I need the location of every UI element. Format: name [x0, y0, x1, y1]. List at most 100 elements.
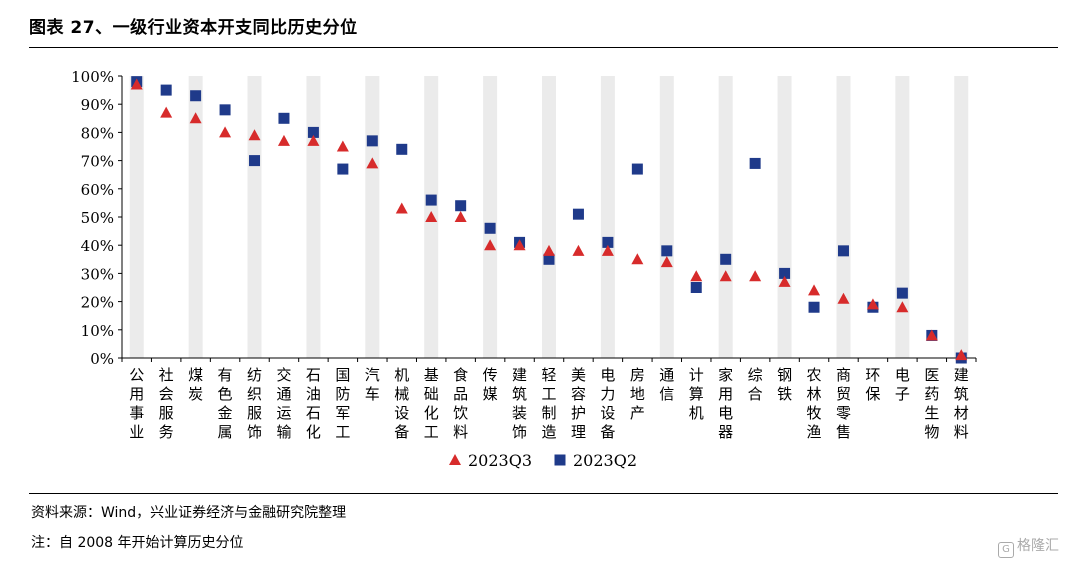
q3-point [248, 129, 261, 141]
q2-point [661, 245, 673, 257]
q2-point [543, 253, 555, 265]
grid-band [483, 76, 498, 358]
y-tick-label: 70% [81, 153, 114, 171]
q3-point [219, 126, 232, 138]
y-tick-label: 10% [81, 322, 114, 340]
q2-point [779, 267, 791, 279]
watermark-text: 格隆汇 [1017, 538, 1059, 554]
q3-point [719, 270, 732, 282]
y-tick-label: 40% [81, 237, 114, 255]
q3-point [690, 270, 703, 282]
y-tick-label: 50% [81, 209, 114, 227]
q3-point [130, 78, 143, 90]
y-tick-label: 20% [81, 294, 114, 312]
q2-point [808, 301, 820, 313]
grid-band [247, 76, 262, 358]
x-category-label: 建筑装饰 [512, 366, 527, 441]
q3-point [484, 239, 497, 251]
x-category-label: 汽车 [365, 366, 380, 403]
q2-point [219, 104, 231, 116]
figure-title: 图表 27、一级行业资本开支同比历史分位 [29, 18, 358, 38]
q3-point [189, 112, 202, 124]
q3-point [955, 349, 968, 361]
q3-point [572, 244, 585, 256]
grid-band [188, 76, 203, 358]
x-category-label: 钢铁 [777, 366, 792, 403]
q2-point [484, 222, 496, 234]
q2-point [249, 155, 261, 167]
y-tick-label: 30% [81, 265, 114, 283]
source-note: 资料来源：Wind，兴业证券经济与金融研究院整理 [31, 505, 347, 521]
grid-band [306, 76, 321, 358]
x-category-label: 电子 [895, 366, 910, 403]
x-category-label: 家用电器 [718, 366, 733, 441]
legend-label: 2023Q3 [468, 451, 532, 470]
legend-label: 2023Q2 [573, 451, 637, 470]
q3-point [454, 211, 467, 222]
q3-point [160, 106, 173, 118]
q2-point [278, 112, 290, 124]
x-category-label: 轻工制造 [541, 366, 556, 441]
x-category-label: 商贸零售 [836, 366, 851, 441]
q2-point [190, 90, 202, 102]
y-tick-label: 0% [90, 350, 114, 368]
x-category-label: 纺织服饰 [247, 366, 262, 441]
x-category-label: 石油石化 [306, 366, 321, 441]
q3-point [277, 134, 290, 146]
q3-point [425, 211, 438, 222]
x-category-label: 基础化工 [424, 366, 439, 441]
x-category-label: 有色金属 [218, 366, 233, 441]
q2-point [720, 253, 732, 265]
x-category-label: 传媒 [483, 366, 498, 403]
x-category-label: 计算机 [689, 366, 704, 422]
q2-point [690, 282, 702, 293]
q2-point [455, 200, 467, 212]
q3-point [660, 256, 673, 268]
q2-point [837, 245, 849, 257]
x-category-label: 国防军工 [335, 366, 350, 441]
q2-point [602, 236, 614, 248]
footer-rule [29, 493, 1058, 494]
x-category-label: 环保 [865, 366, 880, 403]
grid-band [895, 76, 910, 358]
grid-band [954, 76, 969, 358]
grid-band [659, 76, 674, 358]
q2-point [366, 135, 378, 147]
y-tick-label: 100% [71, 68, 114, 86]
x-category-label: 房地产 [630, 366, 645, 422]
q3-point [513, 239, 526, 251]
grid-band [129, 76, 144, 358]
q2-point [425, 194, 437, 206]
grid-band [777, 76, 792, 358]
q2-point [396, 143, 408, 155]
q3-point [395, 202, 408, 214]
grid-band [836, 76, 851, 358]
x-category-label: 机械设备 [394, 366, 409, 441]
grid-band [600, 76, 615, 358]
legend-q3-marker [449, 454, 461, 465]
q2-point [896, 287, 908, 299]
x-category-label: 电力设备 [600, 366, 615, 441]
q3-point [601, 244, 614, 256]
x-category-label: 公用事业 [129, 366, 144, 441]
q3-point [543, 244, 555, 256]
watermark: G 格隆汇 [998, 535, 1059, 558]
q3-point [896, 301, 909, 313]
watermark-logo-icon: G [998, 542, 1014, 558]
legend-q2-marker [554, 454, 566, 466]
q3-point [778, 275, 791, 287]
x-category-label: 建筑材料 [954, 366, 969, 441]
grid-band [718, 76, 733, 358]
q3-point [336, 140, 349, 152]
x-category-label: 交通运输 [276, 366, 291, 441]
footnote: 注：自 2008 年开始计算历史分位 [31, 535, 244, 551]
q2-point [337, 163, 349, 175]
q2-point [749, 157, 761, 169]
q2-point [572, 208, 584, 220]
grid-band [365, 76, 380, 358]
q3-point [808, 284, 821, 296]
q3-point [866, 298, 879, 310]
x-category-label: 社会服务 [159, 366, 174, 441]
q3-point [366, 157, 379, 169]
